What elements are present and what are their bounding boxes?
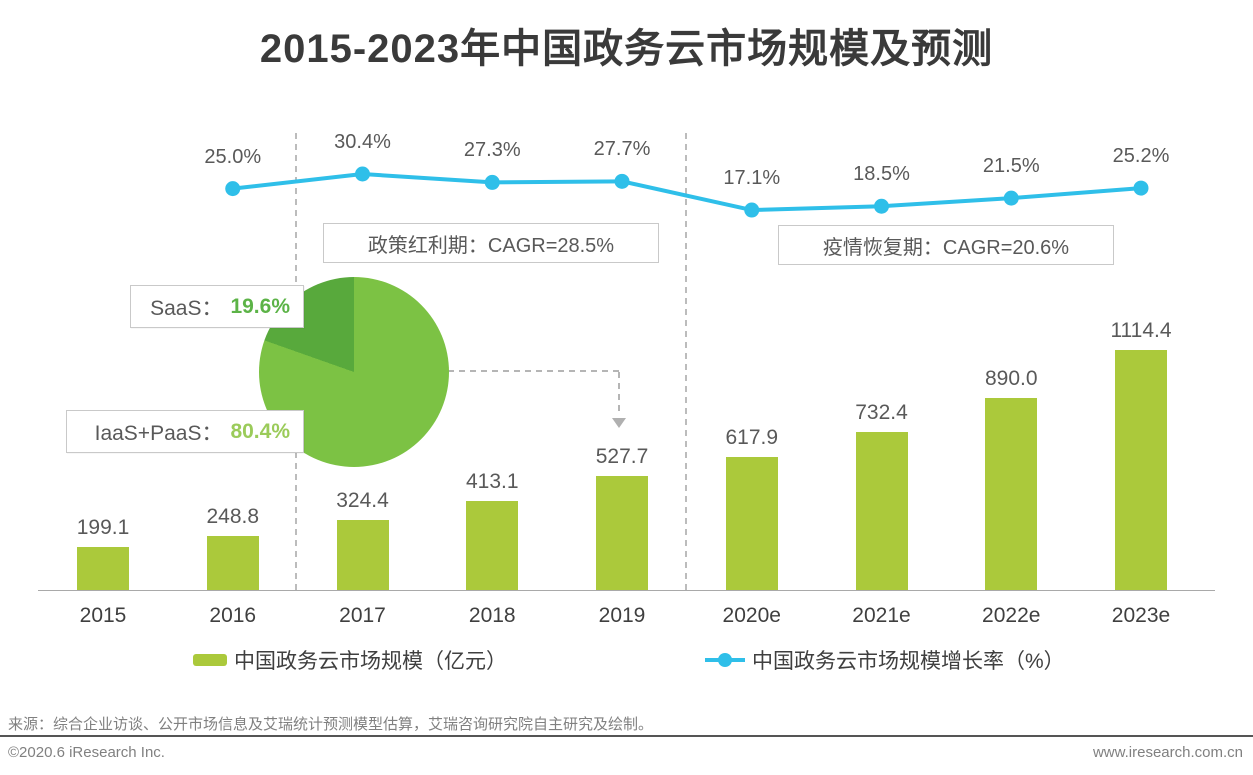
line-legend-marker-icon <box>705 653 745 667</box>
growth-label-2023e: 25.2% <box>1112 145 1170 168</box>
bar-value-2022e: 890.0 <box>984 367 1038 391</box>
annotation-recovery-period: 疫情恢复期：CAGR=20.6% <box>778 225 1114 265</box>
growth-point-2021e <box>874 198 889 214</box>
x-axis-label-2016: 2016 <box>209 604 257 627</box>
bar-value-2020e: 617.9 <box>725 425 779 449</box>
bar-legend-swatch-icon <box>193 654 227 666</box>
x-axis-line <box>38 590 1215 591</box>
growth-point-2023e <box>1133 180 1149 196</box>
footer-copyright: ©2020.6 iResearch Inc. <box>8 744 165 761</box>
bar-value-2018: 413.1 <box>465 470 519 494</box>
growth-label-2018: 27.3% <box>463 139 521 162</box>
bar-2015 <box>77 547 129 590</box>
bar-value-2021e: 732.4 <box>855 401 908 425</box>
pie-label-saas: SaaS： 19.6% <box>130 285 304 328</box>
bar-2022e <box>985 398 1038 590</box>
pie-arrow-head-icon <box>612 418 626 428</box>
pie-arrow-vertical <box>618 372 620 416</box>
bar-2020e <box>725 456 778 590</box>
bar-2023e <box>1115 350 1167 590</box>
source-note: 来源：综合企业访谈、公开市场信息及艾瑞统计预测模型估算，艾瑞咨询研究院自主研究及… <box>8 716 654 733</box>
growth-label-2016: 25.0% <box>204 145 262 168</box>
x-axis-label-2021e: 2021e <box>852 604 911 627</box>
bar-2019 <box>596 476 648 590</box>
bar-value-2016: 248.8 <box>206 505 260 529</box>
x-axis-label-2015: 2015 <box>79 604 127 627</box>
x-axis-label-2018: 2018 <box>468 604 516 627</box>
page-title: 2015-2023年中国政务云市场规模及预测 <box>259 27 994 71</box>
growth-label-2021e: 18.5% <box>853 163 910 186</box>
growth-point-2016 <box>225 181 241 197</box>
x-axis-label-2019: 2019 <box>598 604 646 627</box>
growth-point-2017 <box>355 166 370 182</box>
growth-point-2019 <box>614 173 630 189</box>
growth-label-2017: 30.4% <box>334 131 391 153</box>
pie-value-iaas-paas: 80.4% <box>230 419 290 443</box>
annotation-policy-period: 政策红利期：CAGR=28.5% <box>323 223 659 263</box>
growth-point-2022e <box>1003 190 1019 206</box>
x-axis-label-2020e: 2020e <box>722 604 781 627</box>
bar-value-2023e: 1114.4 <box>1110 319 1172 342</box>
pie-label-iaas-paas: IaaS+PaaS： 80.4% <box>66 410 304 453</box>
legend-item-market-size: 中国政务云市场规模（亿元） <box>193 648 507 673</box>
x-axis-label-2017: 2017 <box>339 604 386 627</box>
growth-point-2020e <box>744 202 760 218</box>
footer-divider <box>0 735 1253 737</box>
footer-website: www.iresearch.com.cn <box>1092 744 1243 761</box>
bar-value-2017: 324.4 <box>336 489 389 513</box>
bar-2021e <box>855 432 908 590</box>
bar-value-2015: 199.1 <box>76 516 130 540</box>
period-divider-recovery <box>685 133 687 590</box>
pie-label-saas-text: SaaS： <box>150 296 223 320</box>
growth-label-2019: 27.7% <box>593 138 651 161</box>
bar-2017 <box>336 520 389 590</box>
bar-value-2019: 527.7 <box>595 445 649 469</box>
growth-label-2020e: 17.1% <box>723 167 781 190</box>
x-axis-label-2023e: 2023e <box>1111 604 1171 627</box>
growth-label-2022e: 21.5% <box>982 155 1040 178</box>
legend-label-growth-rate: 中国政务云市场规模增长率（%） <box>752 650 1065 673</box>
pie-arrow-horizontal <box>448 370 619 372</box>
legend-item-growth-rate: 中国政务云市场规模增长率（%） <box>705 648 1065 673</box>
bar-2018 <box>466 501 519 590</box>
x-axis-label-2022e: 2022e <box>982 604 1041 627</box>
legend-label-market-size: 中国政务云市场规模（亿元） <box>234 650 507 673</box>
pie-value-saas: 19.6% <box>230 294 290 318</box>
pie-label-iaas-paas-text: IaaS+PaaS： <box>94 421 223 445</box>
growth-point-2018 <box>484 174 500 190</box>
bar-2016 <box>206 536 259 590</box>
